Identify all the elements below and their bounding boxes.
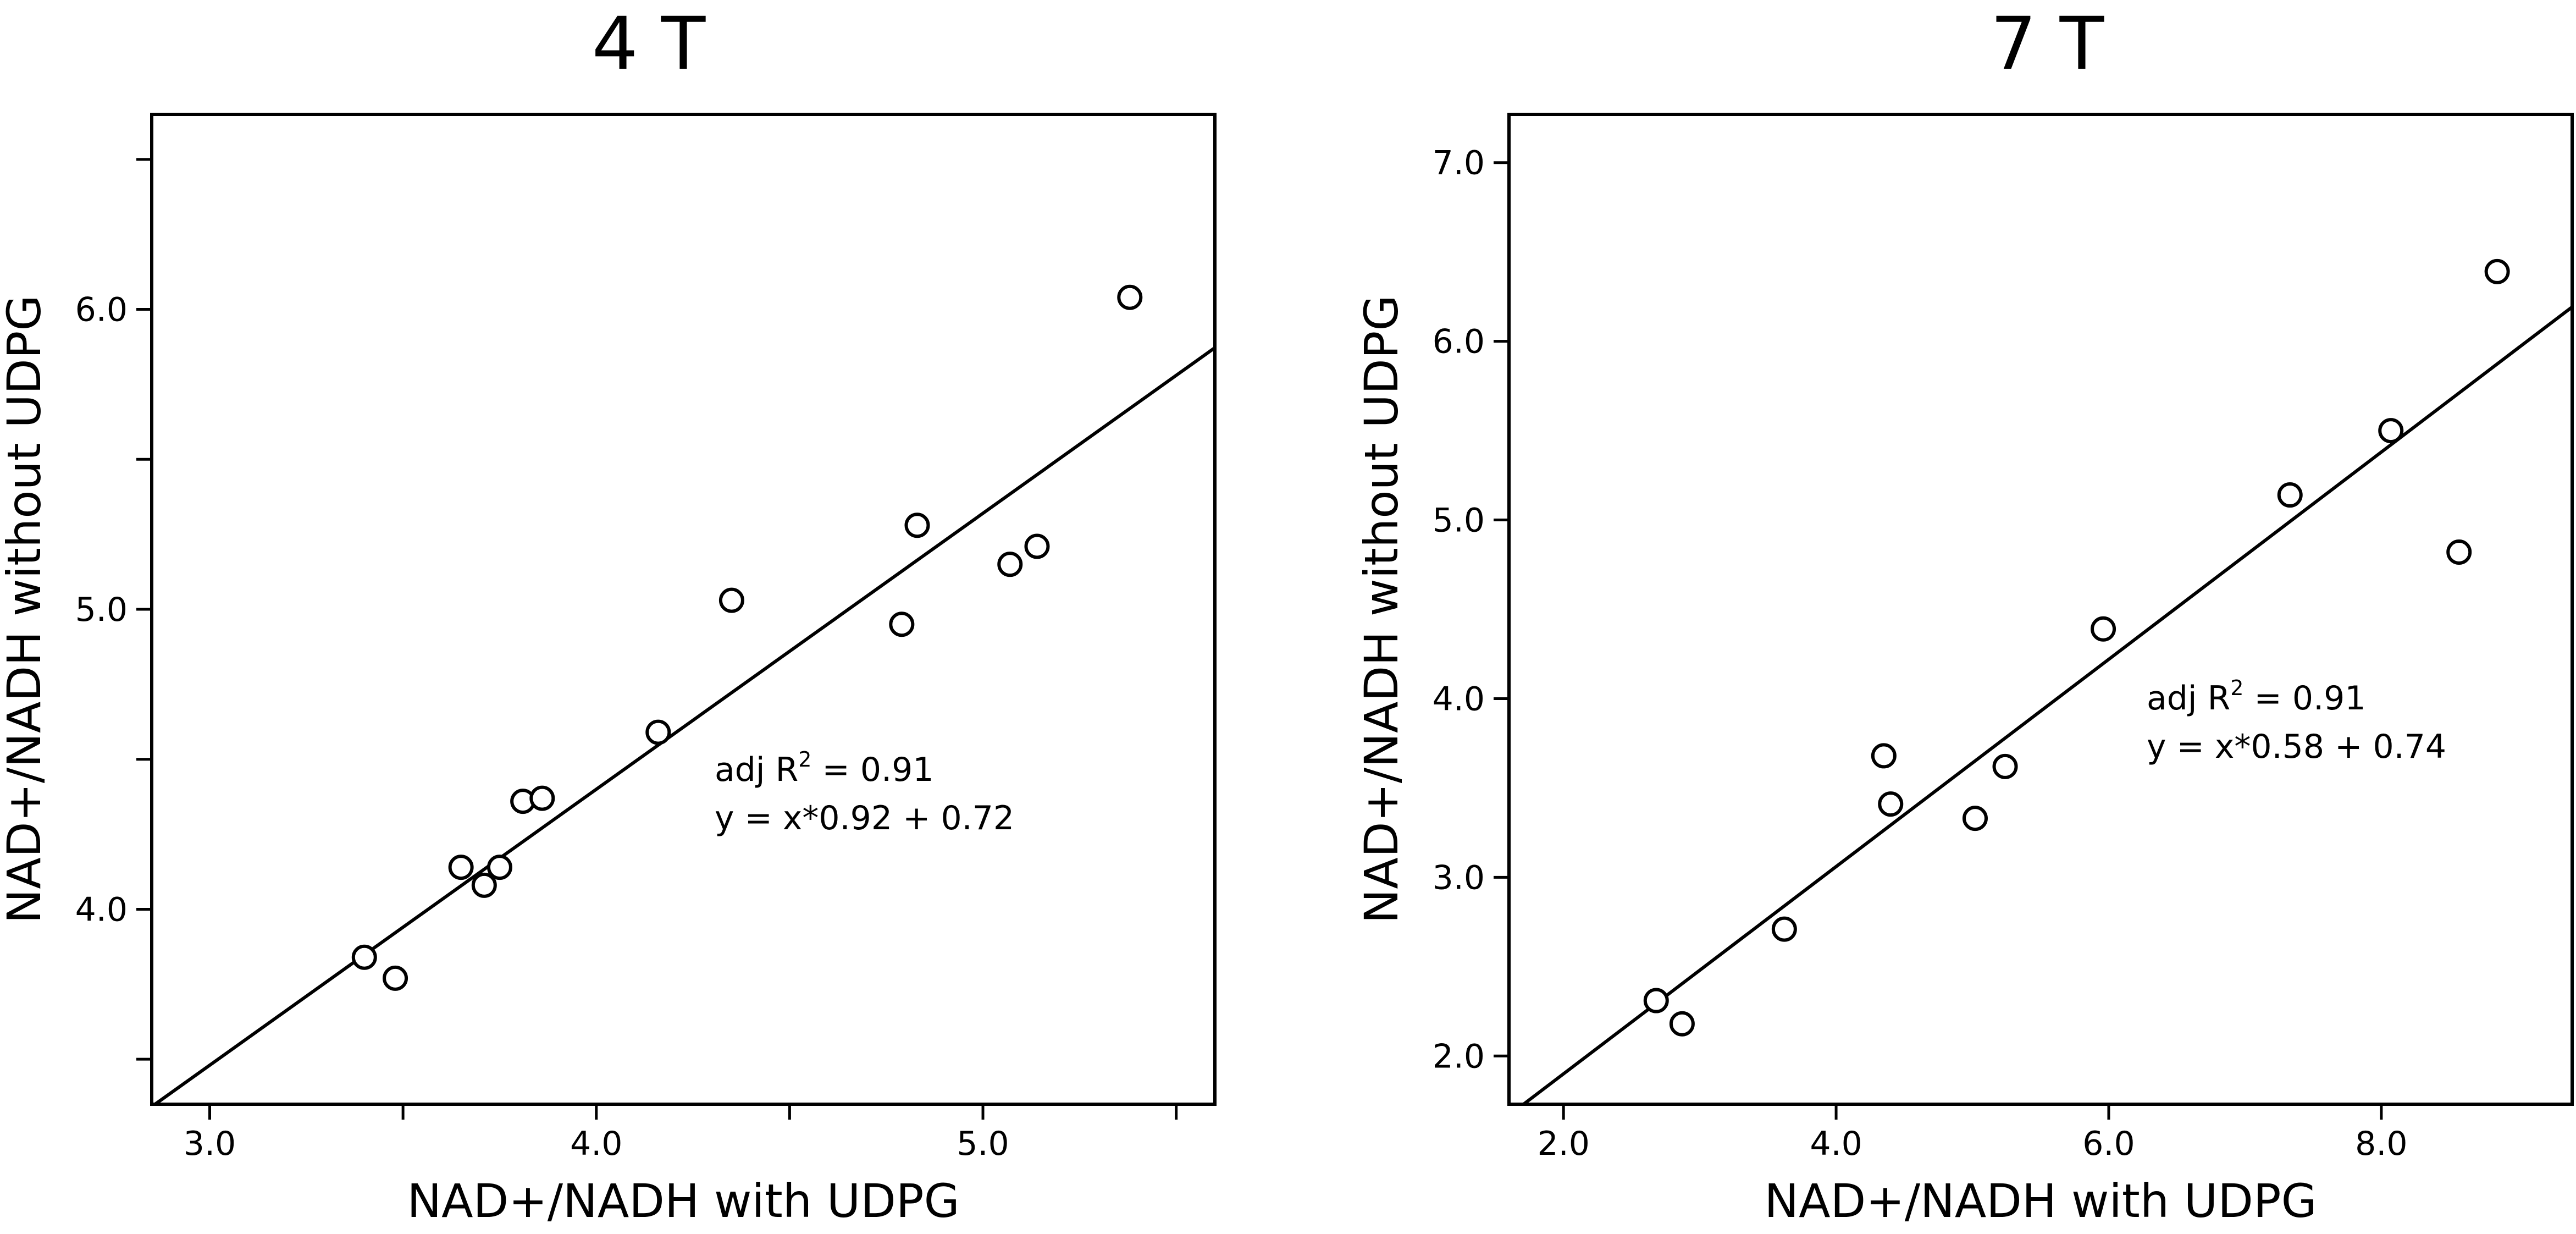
data-point (2484, 258, 2510, 284)
data-point (1643, 988, 1669, 1013)
x-axis: 2.0 4.0 6.0 8.0 (1537, 1104, 2408, 1163)
data-point (1024, 533, 1050, 559)
x-axis-label: NAD+/NADH with UDPG (1764, 1174, 2317, 1228)
equation-annotation: y = x*0.58 + 0.74 (2147, 728, 2446, 766)
data-point (1871, 743, 1897, 769)
y-tick-label: 3.0 (1433, 858, 1485, 897)
x-axis: 3.0 4.0 5.0 (184, 1104, 1178, 1163)
y-tick-label: 5.0 (1433, 502, 1485, 540)
scatter-points (1643, 258, 2510, 1037)
data-point (529, 785, 555, 811)
regression-line (154, 346, 1216, 1106)
r2-value: = 0.91 (2243, 679, 2365, 718)
x-tick-label: 2.0 (1537, 1125, 1589, 1163)
panel-7t: 7 T 2.0 4.0 6.0 8.0 2.0 3.0 4.0 5.0 6.0 7.0 NAD+… (1355, 2, 2574, 1228)
x-tick-label: 8.0 (2355, 1125, 2407, 1163)
r2-superscript: 2 (2230, 676, 2243, 700)
y-tick-label: 2.0 (1433, 1037, 1485, 1076)
r2-annotation: adj R2 = 0.91 (715, 747, 934, 789)
scatter-points (351, 284, 1143, 991)
x-tick-label: 4.0 (1810, 1125, 1862, 1163)
x-tick-label: 3.0 (184, 1125, 236, 1163)
y-tick-label: 6.0 (75, 291, 128, 329)
x-tick-label: 5.0 (957, 1125, 1009, 1163)
y-axis-label: NAD+/NADH without UDPG (0, 295, 51, 924)
y-tick-label: 6.0 (1433, 323, 1485, 361)
y-axis: 4.0 5.0 6.0 (75, 158, 152, 1061)
data-point (889, 612, 915, 637)
data-point (2446, 539, 2472, 565)
equation-annotation: y = x*0.92 + 0.72 (715, 799, 1014, 838)
data-point (487, 855, 512, 880)
data-point (1992, 753, 2018, 779)
y-tick-label: 4.0 (1433, 680, 1485, 718)
data-point (383, 965, 408, 991)
data-point (1878, 791, 1904, 817)
y-axis-label: NAD+/NADH without UDPG (1355, 295, 1408, 924)
x-tick-label: 4.0 (570, 1125, 622, 1163)
fit-line-group (1522, 305, 2573, 1106)
data-point (1669, 1011, 1695, 1037)
r2-superscript: 2 (798, 747, 811, 772)
r2-value: = 0.91 (811, 751, 933, 789)
data-point (2091, 616, 2116, 642)
data-point (471, 872, 497, 898)
r2-prefix: adj R (2147, 679, 2230, 718)
y-axis: 2.0 3.0 4.0 5.0 6.0 7.0 (1433, 144, 1509, 1076)
data-point (1962, 806, 1988, 831)
data-point (2277, 482, 2303, 508)
data-point (997, 552, 1023, 577)
data-point (645, 719, 671, 745)
data-point (904, 513, 930, 538)
x-tick-label: 6.0 (2082, 1125, 2135, 1163)
data-point (1117, 284, 1143, 310)
y-tick-label: 5.0 (75, 591, 128, 629)
fit-line-group (154, 346, 1216, 1106)
x-axis-label: NAD+/NADH with UDPG (407, 1174, 959, 1228)
y-tick-label: 7.0 (1433, 144, 1485, 183)
data-point (351, 944, 377, 970)
data-point (1771, 916, 1797, 942)
chart-title: 4 T (592, 2, 706, 86)
plot-frame (150, 113, 1217, 1106)
data-point (448, 855, 474, 880)
panel-4t: 4 T 3.0 4.0 5.0 4.0 5.0 6.0 NAD+/NADH with U… (0, 2, 1217, 1228)
y-tick-label: 4.0 (75, 890, 128, 929)
chart-title: 7 T (1991, 2, 2105, 86)
data-point (718, 587, 744, 613)
plot-frame (1507, 113, 2574, 1106)
regression-line (1522, 305, 2573, 1106)
data-point (2378, 418, 2404, 444)
r2-prefix: adj R (715, 751, 798, 789)
r2-annotation: adj R2 = 0.91 (2147, 676, 2366, 718)
